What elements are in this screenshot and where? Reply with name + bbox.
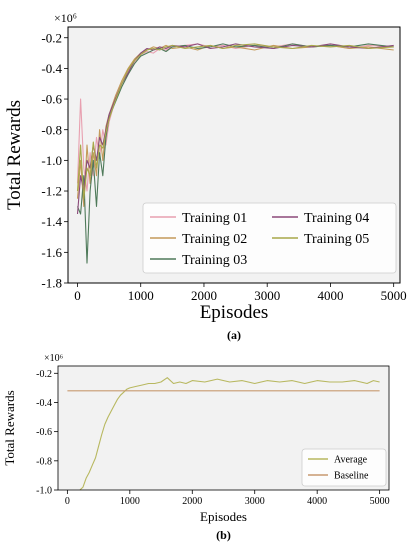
y-tick-label: -1.8 xyxy=(41,276,62,291)
legend-label: Training 02 xyxy=(182,232,247,247)
x-tick-label: 1000 xyxy=(128,288,154,303)
series-line-average xyxy=(79,377,380,491)
y-axis-label-a: Total Rewards xyxy=(4,100,25,210)
legend-label: Training 05 xyxy=(304,232,369,247)
x-tick-label: 2000 xyxy=(182,496,202,507)
plot-frame-a xyxy=(67,26,401,284)
y-multiplier-b: ×10⁶ xyxy=(44,353,64,364)
series-lines-a xyxy=(76,43,394,264)
chart-panel-a: 0 1000 2000 3000 4000 5000 -1.8-1.6-1.4-1.2-1… xyxy=(4,11,407,342)
legend-b: Average Baseline xyxy=(301,448,387,487)
x-axis-label-a: Episodes xyxy=(200,302,269,323)
y-tick-label: -0.6 xyxy=(41,92,62,107)
legend-box xyxy=(301,448,387,487)
y-tick-label: -0.8 xyxy=(36,456,52,467)
legend-label: Training 03 xyxy=(182,253,247,268)
chart-panel-b: 0 1000 2000 3000 4000 5000 -1.0 -0.8 -0.6 -0.4 -0… xyxy=(2,353,390,542)
y-tick-label: -1.4 xyxy=(41,214,62,229)
legend-label: Training 01 xyxy=(182,211,247,226)
x-tick-label: 1000 xyxy=(120,496,140,507)
y-tick-label: -0.4 xyxy=(41,61,62,76)
x-axis-label-b: Episodes xyxy=(200,509,247,524)
y-ticks-a: -1.8 -1.6 -1.4 -1.2 -1.0 -0.8 -0.6 -0.4 -0.2 xyxy=(41,30,68,291)
legend-label: Average xyxy=(334,455,368,466)
x-tick-label: 5000 xyxy=(370,496,390,507)
legend-box xyxy=(142,202,397,274)
legend-label: Training 04 xyxy=(304,211,369,226)
x-tick-label: 3000 xyxy=(245,496,265,507)
y-tick-label: -1.2 xyxy=(41,184,62,199)
series-line-training-05 xyxy=(76,43,394,200)
y-tick-label: -0.2 xyxy=(36,369,52,380)
series-lines-b xyxy=(67,377,380,491)
x-ticks-a: 0 1000 2000 3000 4000 5000 xyxy=(74,283,407,303)
x-tick-label: 0 xyxy=(74,288,81,303)
y-multiplier-a: ×10⁶ xyxy=(54,11,77,25)
x-tick-label: 4000 xyxy=(317,288,343,303)
x-tick-label: 0 xyxy=(65,496,70,507)
x-tick-label: 4000 xyxy=(307,496,327,507)
legend-label: Baseline xyxy=(334,471,369,482)
series-line-training-03 xyxy=(76,43,394,264)
y-tick-label: -1.6 xyxy=(41,245,62,260)
y-axis-label-b: Total Rewards xyxy=(2,390,17,465)
y-tick-label: -0.6 xyxy=(36,427,52,438)
y-ticks-b: -1.0 -0.8 -0.6 -0.4 -0.2 xyxy=(36,369,58,497)
x-tick-label: 2000 xyxy=(191,288,217,303)
x-tick-label: 3000 xyxy=(254,288,280,303)
y-tick-label: -1.0 xyxy=(36,486,52,497)
legend-a: Training 01 Training 02 Training 03 Trainin… xyxy=(142,202,397,274)
plot-frame-b xyxy=(57,365,390,491)
y-tick-label: -1.0 xyxy=(41,153,62,168)
y-tick-label: -0.2 xyxy=(41,30,62,45)
y-tick-label: -0.4 xyxy=(36,398,52,409)
x-ticks-b: 0 1000 2000 3000 4000 5000 xyxy=(65,490,390,507)
x-tick-label: 5000 xyxy=(381,288,407,303)
panel-caption-b: (b) xyxy=(216,528,231,542)
panel-caption-a: (a) xyxy=(227,328,241,342)
y-tick-label: -0.8 xyxy=(41,122,62,137)
